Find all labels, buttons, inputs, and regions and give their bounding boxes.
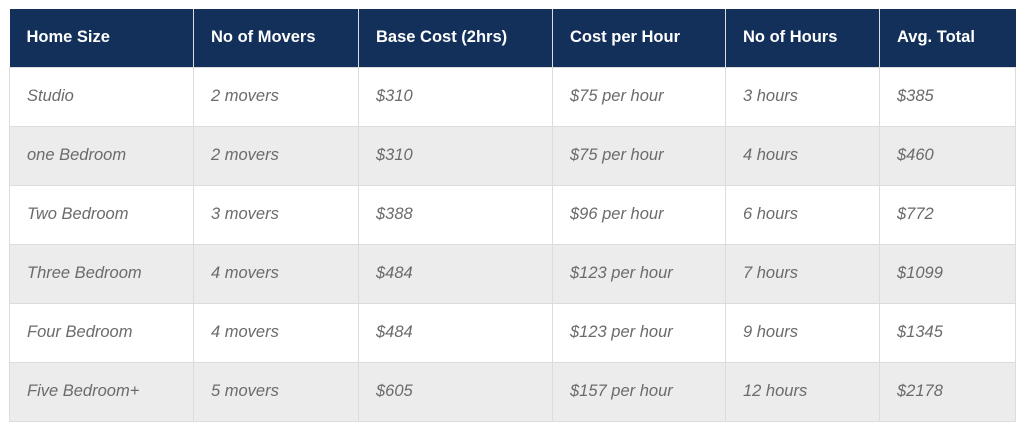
cell-no-of-hours: 3 hours (725, 66, 880, 127)
cell-no-of-hours: 4 hours (725, 125, 880, 186)
cell-home-size: Two Bedroom (9, 184, 194, 245)
cell-home-size: Studio (9, 66, 194, 127)
cell-base-cost: $310 (358, 66, 553, 127)
cell-home-size: Three Bedroom (9, 243, 194, 304)
cell-home-size: Five Bedroom+ (9, 361, 194, 422)
cell-avg-total: $2178 (879, 361, 1016, 422)
cell-avg-total: $460 (879, 125, 1016, 186)
table-header: Home Size No of Movers Base Cost (2hrs) … (9, 9, 1016, 67)
cell-cost-per-hour: $123 per hour (552, 243, 726, 304)
cell-no-of-hours: 12 hours (725, 361, 880, 422)
header-cost-per-hour: Cost per Hour (552, 9, 726, 67)
table-row: Three Bedroom 4 movers $484 $123 per hou… (9, 243, 1016, 304)
cell-no-of-hours: 6 hours (725, 184, 880, 245)
cell-home-size: one Bedroom (9, 125, 194, 186)
cell-avg-total: $1345 (879, 302, 1016, 363)
cell-cost-per-hour: $157 per hour (552, 361, 726, 422)
cell-cost-per-hour: $123 per hour (552, 302, 726, 363)
cell-cost-per-hour: $75 per hour (552, 125, 726, 186)
cell-base-cost: $310 (358, 125, 553, 186)
cell-avg-total: $385 (879, 66, 1016, 127)
cell-avg-total: $1099 (879, 243, 1016, 304)
cell-no-of-movers: 5 movers (193, 361, 359, 422)
moving-cost-table-container: Home Size No of Movers Base Cost (2hrs) … (9, 9, 1016, 422)
table-body: Studio 2 movers $310 $75 per hour 3 hour… (9, 66, 1016, 422)
cell-base-cost: $605 (358, 361, 553, 422)
cell-no-of-movers: 2 movers (193, 66, 359, 127)
table-row: Studio 2 movers $310 $75 per hour 3 hour… (9, 66, 1016, 127)
table-row: one Bedroom 2 movers $310 $75 per hour 4… (9, 125, 1016, 186)
cell-no-of-movers: 3 movers (193, 184, 359, 245)
cell-no-of-hours: 7 hours (725, 243, 880, 304)
moving-cost-table: Home Size No of Movers Base Cost (2hrs) … (9, 9, 1016, 422)
table-row: Five Bedroom+ 5 movers $605 $157 per hou… (9, 361, 1016, 422)
cell-base-cost: $484 (358, 302, 553, 363)
cell-base-cost: $484 (358, 243, 553, 304)
header-no-of-movers: No of Movers (193, 9, 359, 67)
header-avg-total: Avg. Total (879, 9, 1016, 67)
cell-avg-total: $772 (879, 184, 1016, 245)
cell-home-size: Four Bedroom (9, 302, 194, 363)
header-row: Home Size No of Movers Base Cost (2hrs) … (9, 9, 1016, 67)
cell-no-of-movers: 4 movers (193, 302, 359, 363)
table-row: Four Bedroom 4 movers $484 $123 per hour… (9, 302, 1016, 363)
cell-no-of-hours: 9 hours (725, 302, 880, 363)
header-home-size: Home Size (9, 9, 194, 67)
cell-no-of-movers: 4 movers (193, 243, 359, 304)
cell-cost-per-hour: $75 per hour (552, 66, 726, 127)
header-no-of-hours: No of Hours (725, 9, 880, 67)
cell-base-cost: $388 (358, 184, 553, 245)
cell-no-of-movers: 2 movers (193, 125, 359, 186)
table-row: Two Bedroom 3 movers $388 $96 per hour 6… (9, 184, 1016, 245)
header-base-cost: Base Cost (2hrs) (358, 9, 553, 67)
cell-cost-per-hour: $96 per hour (552, 184, 726, 245)
